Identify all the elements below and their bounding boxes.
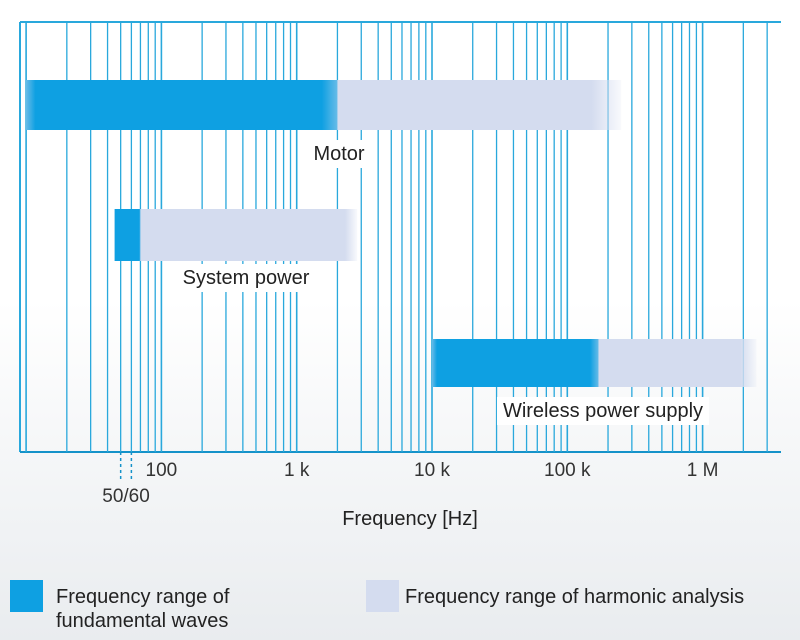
bar-label-bg-1 [176,264,316,292]
marker-label: 50/60 [102,486,150,507]
bar-fundamental-0 [26,80,338,130]
frequency-range-chart: Motor System power Wireless power supply 1… [19,21,781,530]
bar-labels: Motor System power Wireless power supply [176,140,710,425]
bar-label-1: System power [183,267,310,289]
x-tick-label-1: 1 k [284,460,310,481]
legend-fundamental-label-line1: Frequency range of [56,586,230,608]
bar-fundamental-1 [114,209,141,261]
bar-label-bg-2 [496,397,710,425]
x-axis-title: Frequency [Hz] [342,508,478,530]
x-axis: 100 1 k 10 k 100 k 1 M 50/60 [102,452,718,507]
x-tick-label-2: 10 k [414,460,450,481]
x-tick-label-4: 1 M [687,460,719,481]
bar-label-2: Wireless power supply [503,400,703,422]
legend-harmonic-label: Frequency range of harmonic analysis [405,586,745,608]
bar-harmonic-1 [114,209,358,261]
x-tick-label-3: 100 k [544,460,591,481]
x-tick-label-0: 100 [146,460,178,481]
legend-fundamental-swatch [10,580,43,612]
bar-label-0: Motor [313,143,364,165]
legend-fundamental-label-line2: fundamental waves [56,610,229,632]
legend-harmonic-swatch [366,580,399,612]
bar-fundamental-2 [432,339,599,387]
bars [26,80,757,387]
bar-label-bg-0 [307,140,371,168]
